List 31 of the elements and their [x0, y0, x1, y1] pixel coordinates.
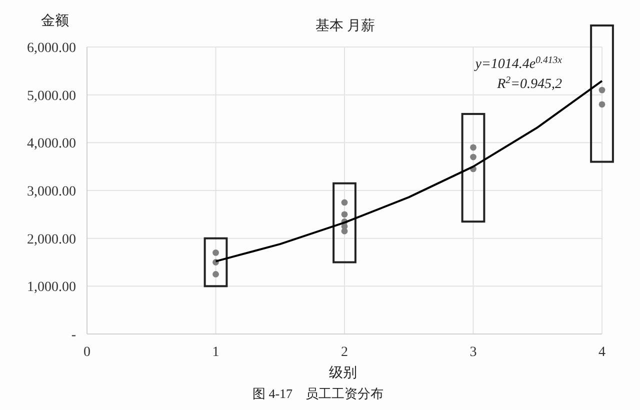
bar [204, 237, 228, 288]
point [212, 249, 219, 256]
x-tick-label: 1 [212, 345, 220, 360]
x-tick-label: 3 [470, 345, 477, 360]
point [598, 101, 606, 108]
point [341, 199, 348, 206]
y-tick-label: 5,000.00 [27, 88, 76, 104]
bar [332, 182, 356, 264]
point [598, 86, 606, 94]
x-axis-title: 级别 [329, 365, 357, 381]
point [470, 154, 476, 160]
y-tick-label: 6,000.00 [27, 41, 76, 56]
y-axis-title: 金额 [41, 13, 69, 29]
caption: 图 4-17 员工工资分布 [252, 386, 384, 401]
y-tick-label: 4,000.00 [27, 136, 76, 152]
point [470, 144, 476, 151]
point [341, 228, 348, 234]
point [341, 211, 348, 218]
chart-title: 基本 月薪 [315, 18, 375, 34]
y-tick-label: 2,000.00 [27, 232, 76, 248]
annotation: R$^{2}$=0.945,2 [496, 74, 562, 92]
bar [590, 24, 614, 163]
y-tick-label: 1,000.00 [27, 280, 76, 296]
point [212, 271, 219, 278]
y-tick-label: - [71, 328, 76, 343]
y-tick-label: 3,000.00 [27, 184, 76, 200]
x-tick-label: 0 [84, 345, 90, 360]
x-tick-label: 4 [598, 345, 606, 360]
x-tick-label: 2 [341, 345, 348, 360]
bar [461, 112, 486, 223]
annotation: y=1014.4e$^{0.413x}$ [473, 54, 563, 72]
